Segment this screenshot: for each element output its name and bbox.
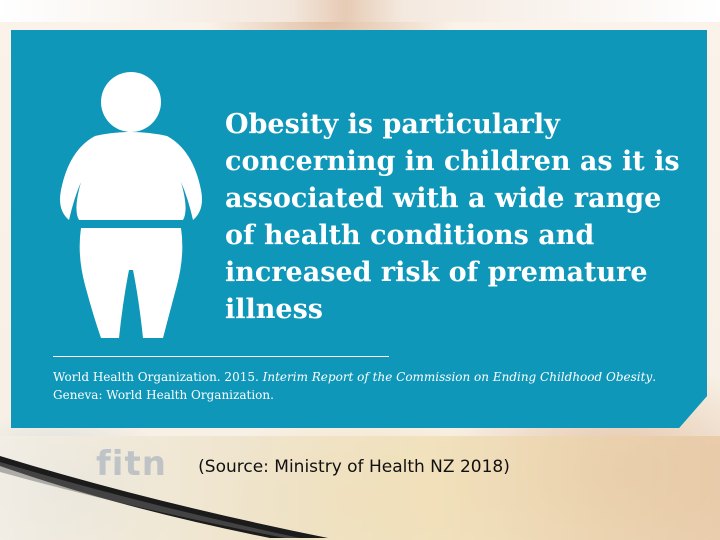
top-photo-strip bbox=[0, 0, 720, 22]
citation-line2: Geneva: World Health Organization. bbox=[53, 388, 274, 402]
citation-title: Interim Report of the Commission on Endi… bbox=[262, 370, 653, 384]
person-silhouette-icon bbox=[60, 72, 202, 338]
bottom-photo-band bbox=[0, 436, 720, 540]
citation-divider bbox=[53, 356, 389, 357]
citation-text: World Health Organization. 2015. Interim… bbox=[53, 368, 673, 404]
source-caption: (Source: Ministry of Health NZ 2018) bbox=[198, 457, 510, 477]
headline-text: Obesity is particularly concerning in ch… bbox=[225, 109, 680, 325]
citation-suffix: . bbox=[652, 370, 657, 384]
citation-prefix: World Health Organization. 2015. bbox=[53, 370, 263, 384]
background-logo-watermark: fitn bbox=[96, 444, 167, 484]
